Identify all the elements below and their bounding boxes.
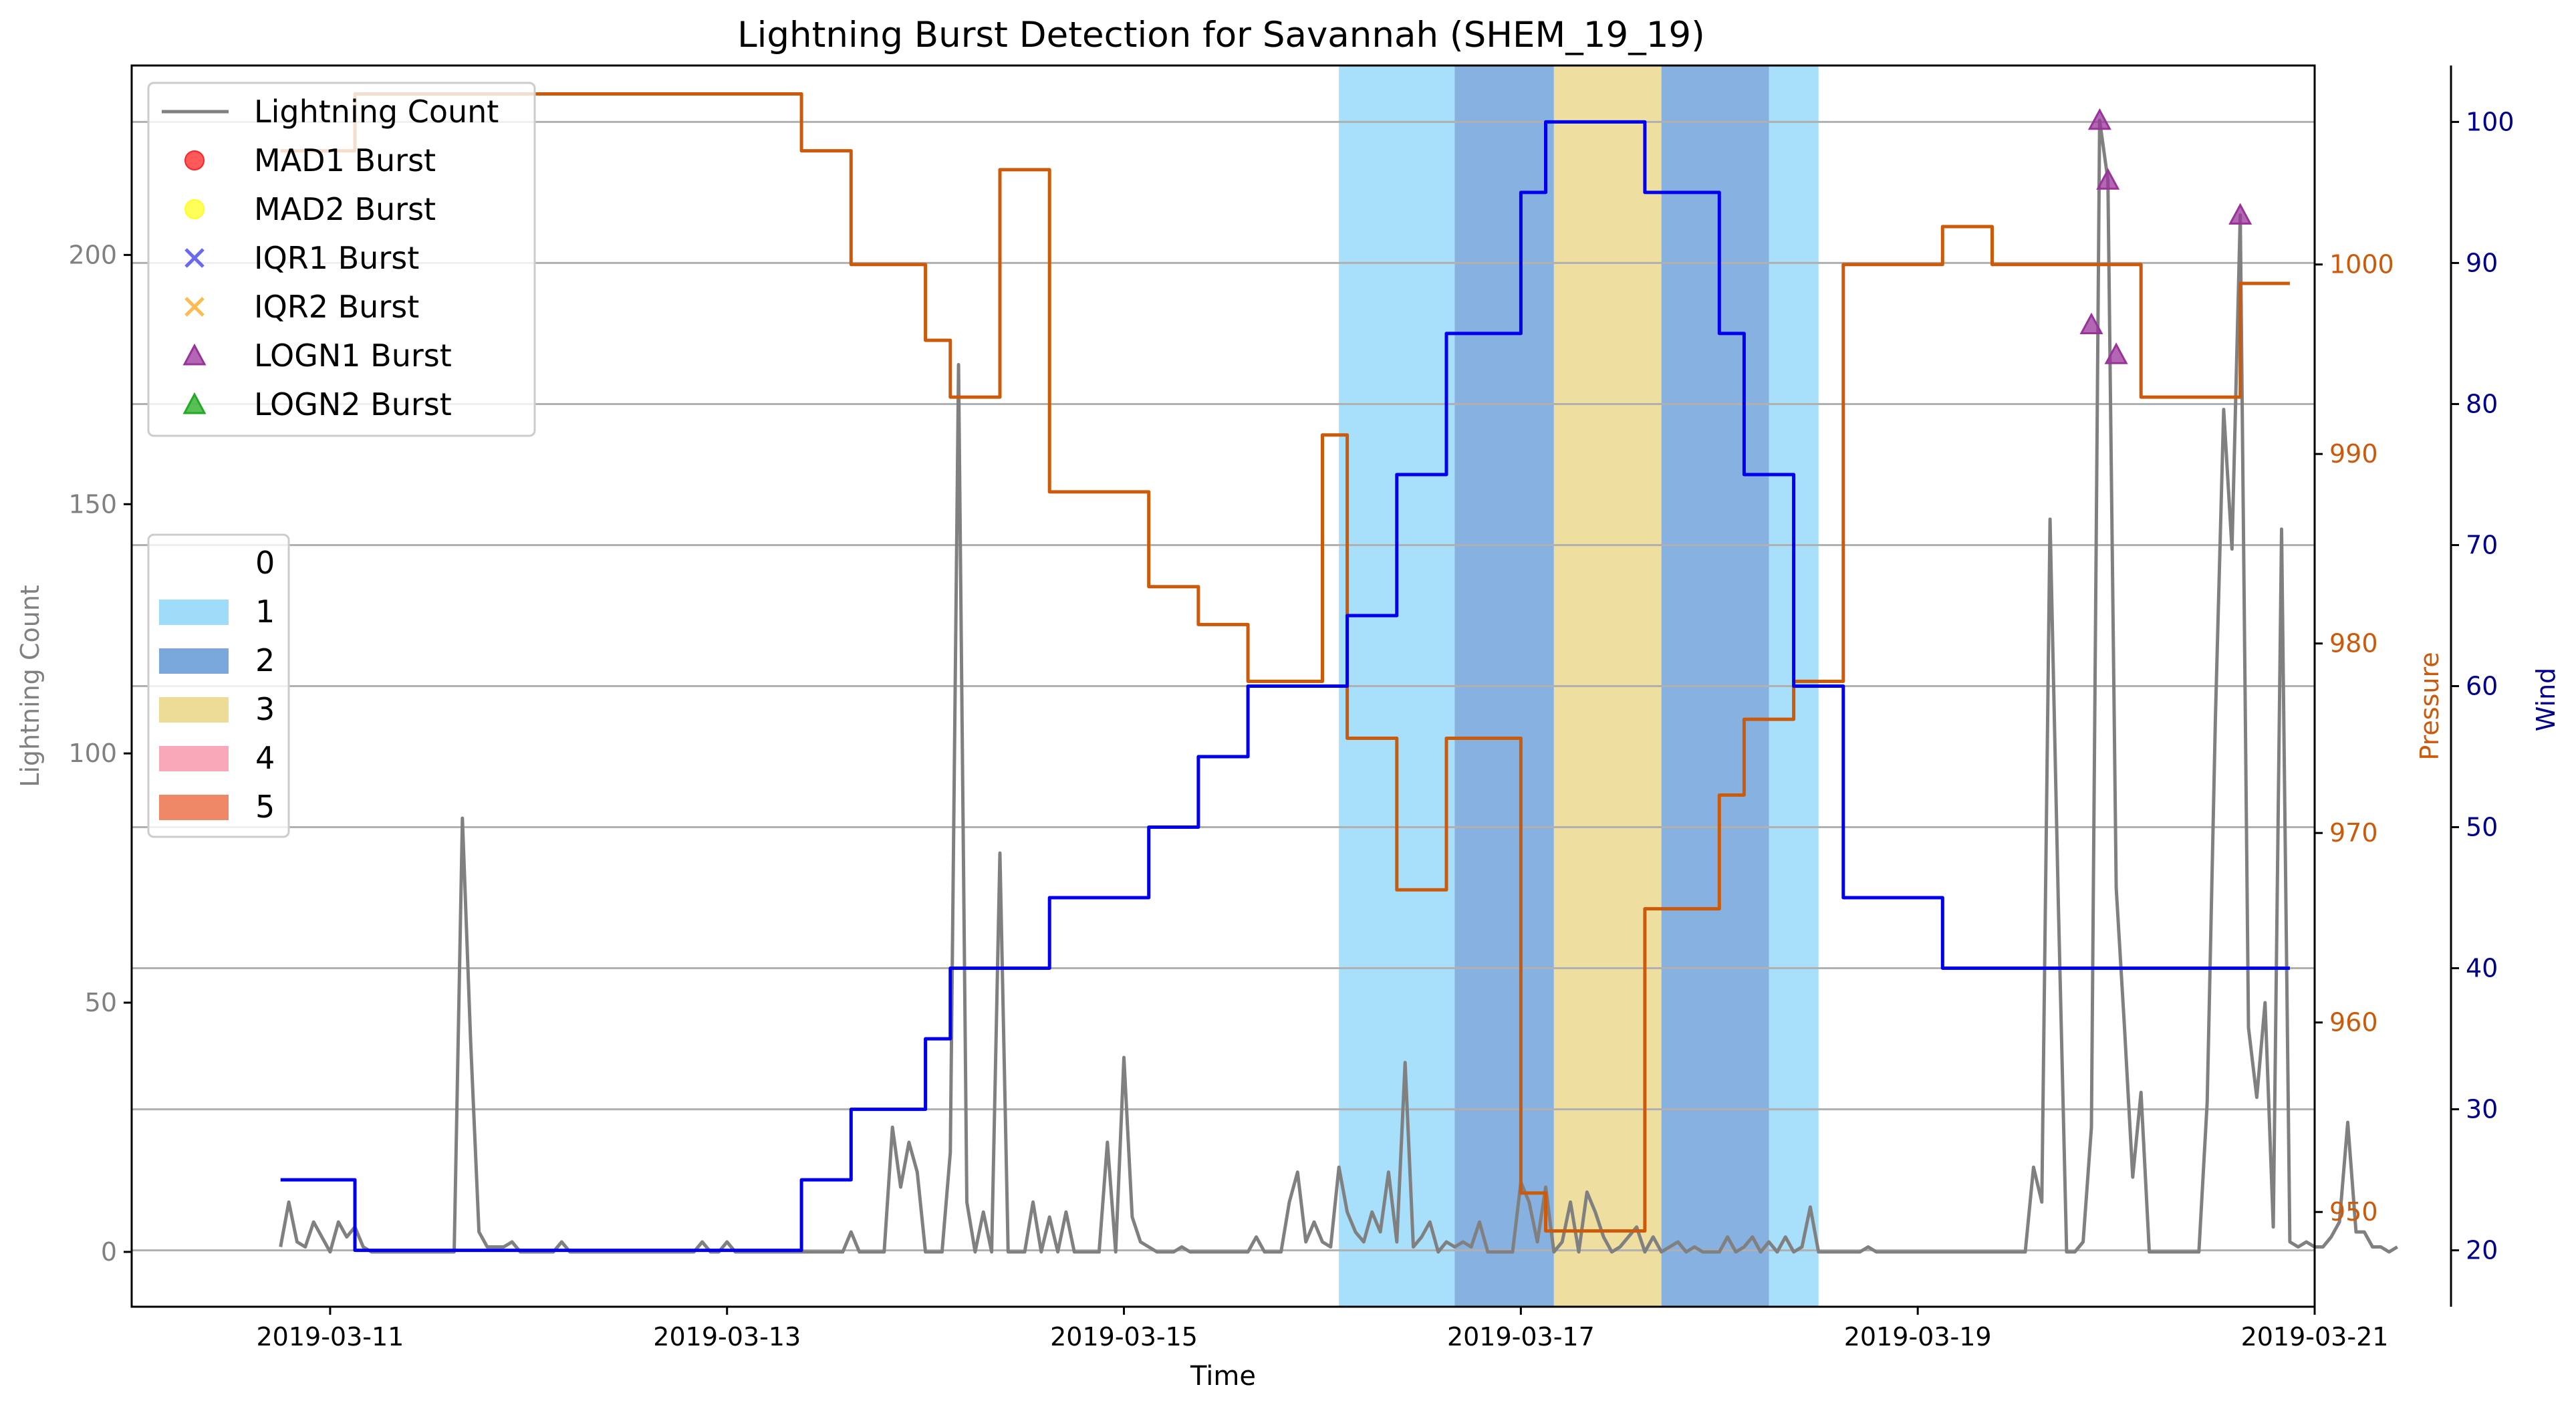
x-tick-label: 2019-03-11 — [256, 1322, 404, 1352]
y-wind-tick-label: 50 — [2466, 813, 2498, 842]
y-pressure-axis-label: Pressure — [2415, 652, 2444, 760]
legend-triangle-swatch — [182, 343, 207, 366]
legend-series-label: IQR1 Burst — [254, 240, 419, 276]
y-pressure-tick-label: 980 — [2329, 629, 2378, 658]
legend-series-label: MAD2 Burst — [254, 191, 436, 227]
legend-category-label: 0 — [255, 545, 275, 581]
y-wind-tick-label: 70 — [2466, 530, 2498, 559]
y-pressure-tick-label: 970 — [2329, 818, 2378, 848]
y-wind-tick-label: 90 — [2466, 248, 2498, 277]
logn1-burst-marker — [2079, 312, 2103, 335]
lightning-count-line — [279, 118, 2398, 1254]
y-left-tick-label: 150 — [68, 489, 117, 519]
x-tick-label: 2019-03-15 — [1050, 1322, 1198, 1352]
logn1-burst-marker — [2228, 203, 2252, 225]
logn1-burst-marker — [2096, 168, 2120, 190]
y-left-tick-label: 0 — [101, 1237, 117, 1267]
legend-triangle-swatch — [182, 392, 207, 414]
y-pressure-tick-label: 950 — [2329, 1197, 2378, 1227]
legend-circle-swatch — [184, 150, 205, 170]
y-wind-tick-label: 40 — [2466, 954, 2498, 983]
series-legend-box — [147, 82, 536, 437]
legend-category-swatch — [159, 795, 229, 820]
y-left-tick-label: 50 — [85, 988, 117, 1017]
x-tick-label: 2019-03-19 — [1844, 1322, 1992, 1352]
legend-category-label: 2 — [255, 642, 275, 678]
legend-series-label: MAD1 Burst — [254, 142, 436, 178]
y-pressure-tick-label: 1000 — [2329, 250, 2394, 279]
wind-line — [280, 120, 2290, 1253]
chart-title: Lightning Burst Detection for Savannah (… — [737, 15, 1705, 55]
x-tick-label: 2019-03-17 — [1447, 1322, 1595, 1352]
y-left-tick-label: 200 — [68, 240, 117, 269]
legend-series-label: LOGN2 Burst — [254, 386, 452, 422]
y-wind-tick-label: 100 — [2466, 107, 2515, 136]
legend-series-label: LOGN1 Burst — [254, 338, 452, 374]
y-pressure-tick-label: 990 — [2329, 439, 2378, 469]
y-wind-axis-label: Wind — [2531, 668, 2561, 732]
logn1-burst-marker — [2104, 342, 2128, 364]
logn1-burst-marker — [2087, 108, 2111, 130]
legend-category-label: 4 — [255, 740, 275, 776]
legend-category-label: 1 — [255, 594, 275, 630]
x-tick-label: 2019-03-13 — [653, 1322, 801, 1352]
legend-category-swatch — [159, 648, 229, 674]
legend-circle-swatch — [184, 199, 205, 219]
y-wind-tick-label: 60 — [2466, 672, 2498, 701]
y-left-tick-label: 100 — [68, 739, 117, 768]
legend-series-label: Lightning Count — [254, 94, 499, 130]
legend-category-swatch — [159, 746, 229, 771]
y-pressure-tick-label: 960 — [2329, 1008, 2378, 1037]
pressure-line — [280, 92, 2290, 1233]
legend-x-swatch — [184, 248, 205, 268]
y-wind-tick-label: 30 — [2466, 1095, 2498, 1124]
legend-category-swatch — [159, 697, 229, 723]
x-axis-label: Time — [1190, 1361, 1256, 1392]
y-wind-tick-label: 80 — [2466, 389, 2498, 418]
legend-category-label: 3 — [255, 691, 275, 727]
legend-category-swatch — [159, 600, 229, 625]
plot-frame — [130, 64, 2316, 1308]
legend-category-label: 5 — [255, 789, 275, 825]
x-tick-label: 2019-03-21 — [2241, 1322, 2389, 1352]
y-wind-tick-label: 20 — [2466, 1236, 2498, 1265]
legend-series-label: IQR2 Burst — [254, 289, 419, 325]
legend-x-swatch — [184, 297, 205, 317]
y-left-axis-label: Lightning Count — [15, 585, 45, 787]
